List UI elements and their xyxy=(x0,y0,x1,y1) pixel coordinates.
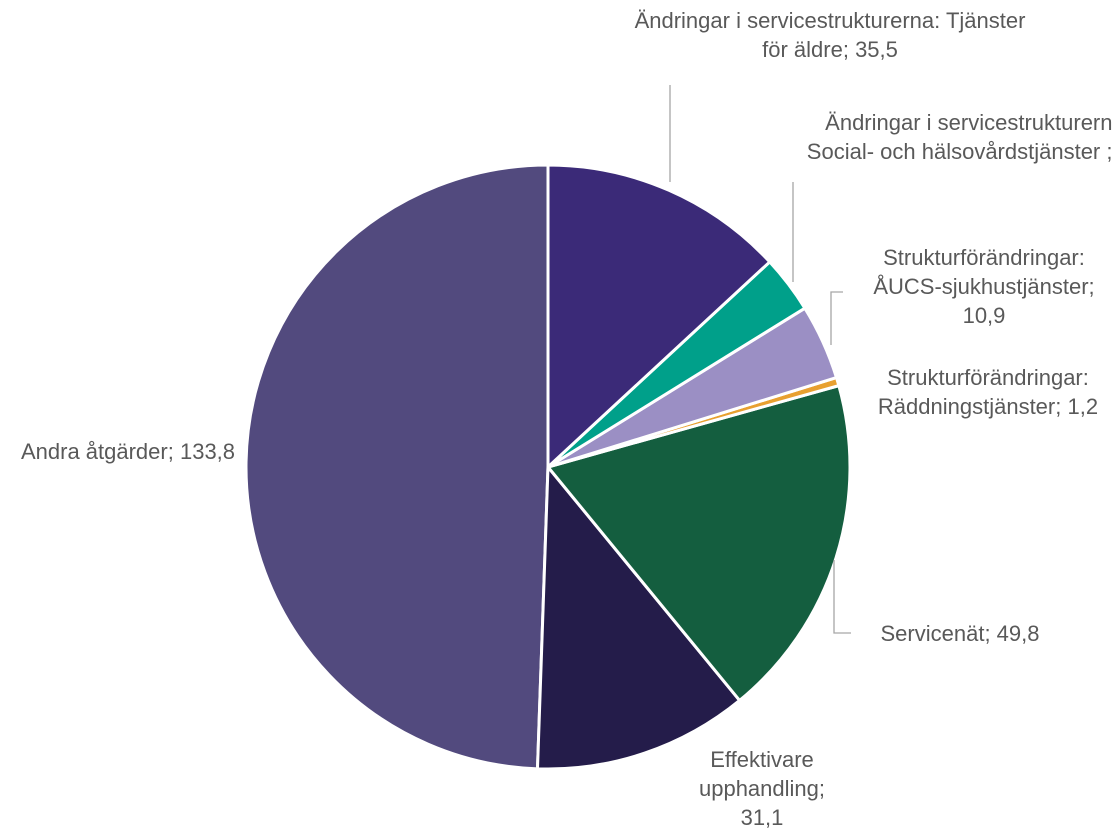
label-separator: ; xyxy=(1088,274,1095,299)
label-separator: ; xyxy=(842,37,856,62)
label-value: 35,5 xyxy=(855,37,898,62)
data-label: Andra åtgärder; 133,8 xyxy=(11,437,246,466)
pie-slice xyxy=(535,465,742,771)
data-label: Servicenät; 49,8 xyxy=(845,619,1075,648)
label-category: Andra åtgärder xyxy=(20,439,168,464)
label-value: 10,9 xyxy=(962,303,1006,328)
data-label: Strukturförändringar: ÅUCS-sjukhustjänst… xyxy=(859,243,1109,330)
label-value: 49,8 xyxy=(996,621,1040,646)
label-separator: ; xyxy=(818,776,826,801)
leader-line xyxy=(833,560,851,634)
data-label: Ändringar i servicestrukturerna: Tjänste… xyxy=(634,6,1026,64)
label-value: 1,2 xyxy=(1067,394,1099,419)
pie-slice xyxy=(546,163,772,469)
pie-slice xyxy=(244,163,550,771)
label-category: Ändringar i servicestrukturerna: Tjänste… xyxy=(634,8,1026,62)
label-category: Strukturförändringar: ÅUCS-sjukhustjänst… xyxy=(873,245,1089,299)
label-separator: ; xyxy=(1106,139,1112,164)
data-label: Strukturförändringar: Räddningstjänster;… xyxy=(863,363,1112,421)
label-value: 133,8 xyxy=(179,439,236,464)
pie-slice xyxy=(546,384,852,702)
data-label: Effektivare upphandling; 31,1 xyxy=(682,745,842,832)
label-value: 31,1 xyxy=(740,805,784,830)
label-separator: ; xyxy=(984,621,997,646)
label-category: Servicenät xyxy=(880,621,985,646)
label-separator: ; xyxy=(167,439,180,464)
label-category: Ändringar i servicestrukturerna: Social-… xyxy=(806,110,1112,164)
data-label: Ändringar i servicestrukturerna: Social-… xyxy=(804,108,1112,166)
label-separator: ; xyxy=(1055,394,1068,419)
label-category: Effektivare upphandling xyxy=(698,747,819,801)
leader-line xyxy=(830,291,843,345)
label-category: Strukturförändringar: Räddningstjänster xyxy=(877,365,1089,419)
